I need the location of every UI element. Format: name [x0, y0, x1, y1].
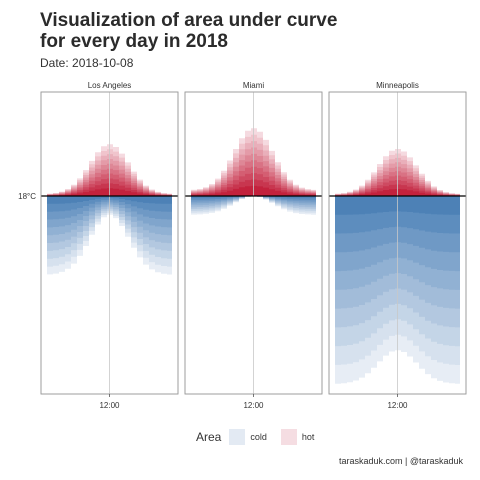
- legend: Area cold hot: [196, 429, 328, 445]
- x-tick-label: 12:00: [243, 401, 264, 410]
- legend-key-hot: [281, 429, 297, 445]
- legend-key-cold: [229, 429, 245, 445]
- legend-label-hot: hot: [302, 432, 315, 442]
- x-tick-label: 12:00: [99, 401, 120, 410]
- legend-title: Area: [196, 430, 221, 444]
- legend-label-cold: cold: [250, 432, 267, 442]
- facet-label: Miami: [243, 81, 265, 90]
- facet-label: Minneapolis: [376, 81, 419, 90]
- facet-label: Los Angeles: [88, 81, 132, 90]
- y-reference-label: 18°C: [18, 192, 36, 201]
- x-tick-label: 12:00: [387, 401, 408, 410]
- caption: taraskaduk.com | @taraskaduk: [339, 456, 463, 466]
